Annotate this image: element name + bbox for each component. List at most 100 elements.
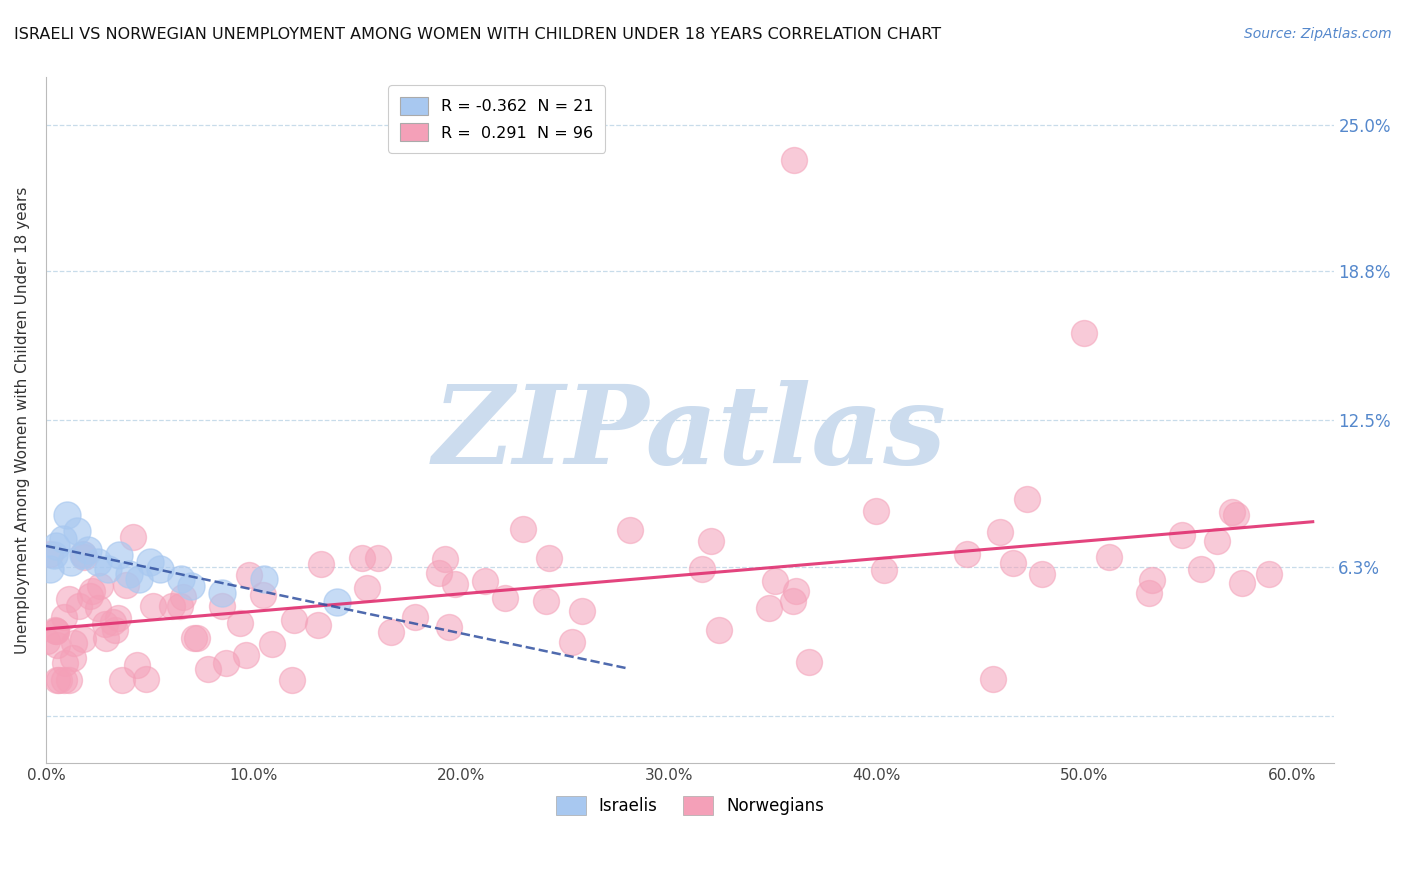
Point xyxy=(127,658,149,673)
Point xyxy=(537,551,560,566)
Point xyxy=(782,153,804,168)
Point xyxy=(1002,556,1025,570)
Point xyxy=(52,532,75,546)
Point xyxy=(104,623,127,637)
Point xyxy=(229,615,252,630)
Point xyxy=(211,599,233,614)
Point xyxy=(39,562,62,576)
Point xyxy=(690,561,713,575)
Point xyxy=(1189,562,1212,576)
Point xyxy=(367,551,389,566)
Point xyxy=(55,508,77,522)
Point xyxy=(72,632,94,646)
Point xyxy=(1222,506,1244,520)
Point xyxy=(45,624,67,638)
Point xyxy=(48,673,70,688)
Point xyxy=(103,615,125,630)
Point xyxy=(437,620,460,634)
Point xyxy=(115,578,138,592)
Point xyxy=(46,638,69,652)
Point xyxy=(197,662,219,676)
Point xyxy=(135,672,157,686)
Point xyxy=(62,651,84,665)
Point xyxy=(281,673,304,688)
Point xyxy=(235,648,257,662)
Point xyxy=(758,600,780,615)
Legend: Israelis, Norwegians: Israelis, Norwegians xyxy=(547,788,832,823)
Point xyxy=(1257,567,1279,582)
Point xyxy=(1171,527,1194,541)
Point xyxy=(252,588,274,602)
Point xyxy=(142,599,165,614)
Point xyxy=(58,673,80,688)
Point xyxy=(873,563,896,577)
Point xyxy=(356,582,378,596)
Point xyxy=(700,533,723,548)
Point xyxy=(1073,326,1095,340)
Point xyxy=(162,599,184,613)
Point xyxy=(139,555,162,569)
Point xyxy=(180,579,202,593)
Point xyxy=(58,591,80,606)
Point xyxy=(404,609,426,624)
Point xyxy=(87,601,110,615)
Point xyxy=(53,673,76,688)
Point xyxy=(865,504,887,518)
Point xyxy=(253,572,276,586)
Point xyxy=(309,557,332,571)
Point xyxy=(186,632,208,646)
Point xyxy=(238,567,260,582)
Point xyxy=(709,623,731,637)
Point xyxy=(1140,573,1163,587)
Point xyxy=(45,624,67,638)
Point xyxy=(128,572,150,586)
Point xyxy=(97,562,120,576)
Point xyxy=(434,552,457,566)
Point xyxy=(797,656,820,670)
Point xyxy=(172,591,194,605)
Point xyxy=(169,599,191,614)
Point xyxy=(534,593,557,607)
Point xyxy=(571,604,593,618)
Point xyxy=(94,616,117,631)
Point xyxy=(429,566,451,580)
Point xyxy=(87,555,110,569)
Point xyxy=(107,611,129,625)
Text: Source: ZipAtlas.com: Source: ZipAtlas.com xyxy=(1244,27,1392,41)
Text: ZIPatlas: ZIPatlas xyxy=(433,380,946,488)
Point xyxy=(53,657,76,671)
Point xyxy=(1098,549,1121,564)
Point xyxy=(59,555,82,569)
Point xyxy=(80,584,103,599)
Point xyxy=(149,562,172,576)
Text: ISRAELI VS NORWEGIAN UNEMPLOYMENT AMONG WOMEN WITH CHILDREN UNDER 18 YEARS CORRE: ISRAELI VS NORWEGIAN UNEMPLOYMENT AMONG … xyxy=(14,27,941,42)
Point xyxy=(380,625,402,640)
Y-axis label: Unemployment Among Women with Children Under 18 years: Unemployment Among Women with Children U… xyxy=(15,186,30,654)
Point xyxy=(89,578,111,592)
Point xyxy=(307,618,329,632)
Point xyxy=(763,574,786,589)
Point xyxy=(260,637,283,651)
Point xyxy=(107,548,129,562)
Point xyxy=(53,610,76,624)
Point xyxy=(561,635,583,649)
Point xyxy=(981,672,1004,686)
Point xyxy=(76,543,98,558)
Point xyxy=(72,547,94,561)
Point xyxy=(170,572,193,586)
Point xyxy=(785,584,807,599)
Point xyxy=(782,594,804,608)
Point xyxy=(988,524,1011,539)
Point xyxy=(444,577,467,591)
Point xyxy=(38,547,60,561)
Point xyxy=(1015,491,1038,506)
Point xyxy=(183,632,205,646)
Point xyxy=(44,624,66,638)
Point xyxy=(46,673,69,688)
Point xyxy=(63,636,86,650)
Point xyxy=(122,531,145,545)
Point xyxy=(66,524,89,539)
Point xyxy=(37,634,59,648)
Point xyxy=(1031,566,1053,581)
Point xyxy=(350,551,373,566)
